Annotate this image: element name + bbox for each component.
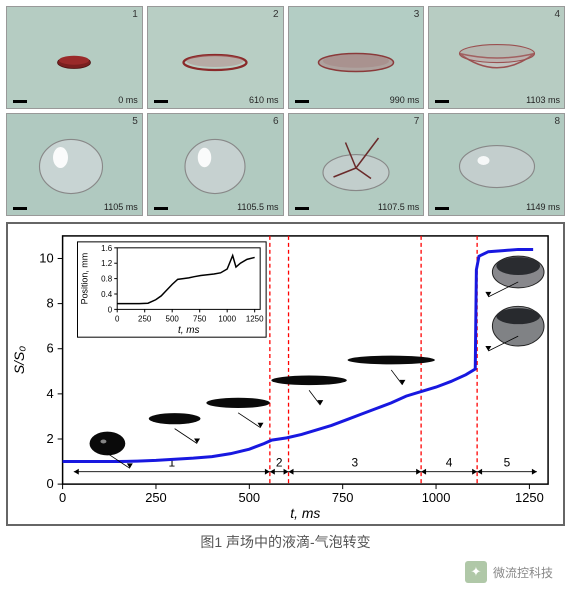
photo-panel-5: 5 1105 ms — [6, 113, 143, 216]
svg-text:4: 4 — [446, 456, 453, 470]
svg-text:0: 0 — [46, 476, 53, 491]
svg-text:1.6: 1.6 — [101, 244, 113, 253]
droplet-shape — [296, 120, 416, 210]
svg-text:10: 10 — [39, 250, 53, 265]
scale-bar — [295, 207, 309, 210]
svg-text:750: 750 — [193, 314, 207, 323]
svg-text:5: 5 — [504, 456, 511, 470]
svg-text:500: 500 — [239, 490, 261, 505]
watermark: ✦ 微流控科技 — [465, 561, 553, 583]
panel-number: 3 — [414, 9, 420, 20]
svg-text:1000: 1000 — [422, 490, 451, 505]
scale-bar — [13, 100, 27, 103]
svg-text:1.2: 1.2 — [101, 259, 113, 268]
photo-panel-4: 4 1103 ms — [428, 6, 565, 109]
droplet-shape — [14, 13, 134, 103]
svg-text:0.4: 0.4 — [101, 290, 113, 299]
droplet-shape — [155, 120, 275, 210]
panel-number: 8 — [554, 116, 560, 127]
svg-text:S/S₀: S/S₀ — [11, 346, 27, 374]
svg-text:1000: 1000 — [218, 314, 236, 323]
chart-svg: 025050075010001250024681012345t, msS/S₀0… — [8, 224, 563, 526]
panel-time: 610 ms — [249, 95, 279, 105]
photo-panel-6: 6 1105.5 ms — [147, 113, 284, 216]
svg-text:3: 3 — [352, 456, 359, 470]
photo-panel-7: 7 1107.5 ms — [288, 113, 425, 216]
panel-time: 990 ms — [390, 95, 420, 105]
svg-text:1250: 1250 — [246, 314, 264, 323]
main-chart: 025050075010001250024681012345t, msS/S₀0… — [6, 222, 565, 526]
svg-text:t, ms: t, ms — [290, 505, 320, 521]
svg-text:500: 500 — [166, 314, 180, 323]
caption-row: 图1 声场中的液滴-气泡转变 — [0, 532, 571, 552]
droplet-shape — [14, 120, 134, 210]
panel-time: 1105.5 ms — [237, 202, 278, 212]
scale-bar — [154, 100, 168, 103]
svg-text:0: 0 — [59, 490, 66, 505]
svg-text:2: 2 — [276, 456, 283, 470]
panel-number: 7 — [414, 116, 420, 127]
panel-time: 1149 ms — [526, 202, 560, 212]
droplet-shape — [155, 13, 275, 103]
scale-bar — [13, 207, 27, 210]
droplet-shape — [296, 13, 416, 103]
svg-text:250: 250 — [145, 490, 167, 505]
scale-bar — [154, 207, 168, 210]
panel-time: 1103 ms — [526, 95, 560, 105]
svg-text:8: 8 — [46, 296, 53, 311]
svg-text:750: 750 — [332, 490, 354, 505]
droplet-shape — [437, 120, 557, 210]
figure-container: 1 0 ms 2 610 ms 3 990 ms 4 1103 ms 5 110… — [0, 0, 571, 593]
wechat-icon: ✦ — [465, 561, 487, 583]
droplet-shape — [437, 13, 557, 103]
scale-bar — [295, 100, 309, 103]
svg-text:t, ms: t, ms — [178, 325, 200, 336]
svg-text:2: 2 — [46, 431, 53, 446]
panel-number: 6 — [273, 116, 279, 127]
svg-text:250: 250 — [138, 314, 152, 323]
panel-time: 1105 ms — [104, 202, 138, 212]
svg-text:4: 4 — [46, 386, 53, 401]
panel-number: 4 — [554, 9, 560, 20]
scale-bar — [435, 207, 449, 210]
panel-time: 1107.5 ms — [378, 202, 419, 212]
photo-grid: 1 0 ms 2 610 ms 3 990 ms 4 1103 ms 5 110… — [0, 0, 571, 218]
svg-text:Position, mm: Position, mm — [79, 253, 89, 305]
scale-bar — [435, 100, 449, 103]
svg-text:0: 0 — [108, 305, 113, 314]
photo-panel-2: 2 610 ms — [147, 6, 284, 109]
photo-panel-8: 8 1149 ms — [428, 113, 565, 216]
svg-text:6: 6 — [46, 341, 53, 356]
figure-caption: 图1 声场中的液滴-气泡转变 — [200, 532, 370, 552]
photo-panel-1: 1 0 ms — [6, 6, 143, 109]
svg-text:0.8: 0.8 — [101, 275, 113, 284]
photo-panel-3: 3 990 ms — [288, 6, 425, 109]
svg-text:0: 0 — [115, 314, 120, 323]
panel-time: 0 ms — [118, 95, 138, 105]
panel-number: 5 — [132, 116, 138, 127]
panel-number: 1 — [132, 9, 138, 20]
svg-text:1250: 1250 — [515, 490, 544, 505]
watermark-text: 微流控科技 — [493, 564, 553, 581]
panel-number: 2 — [273, 9, 279, 20]
